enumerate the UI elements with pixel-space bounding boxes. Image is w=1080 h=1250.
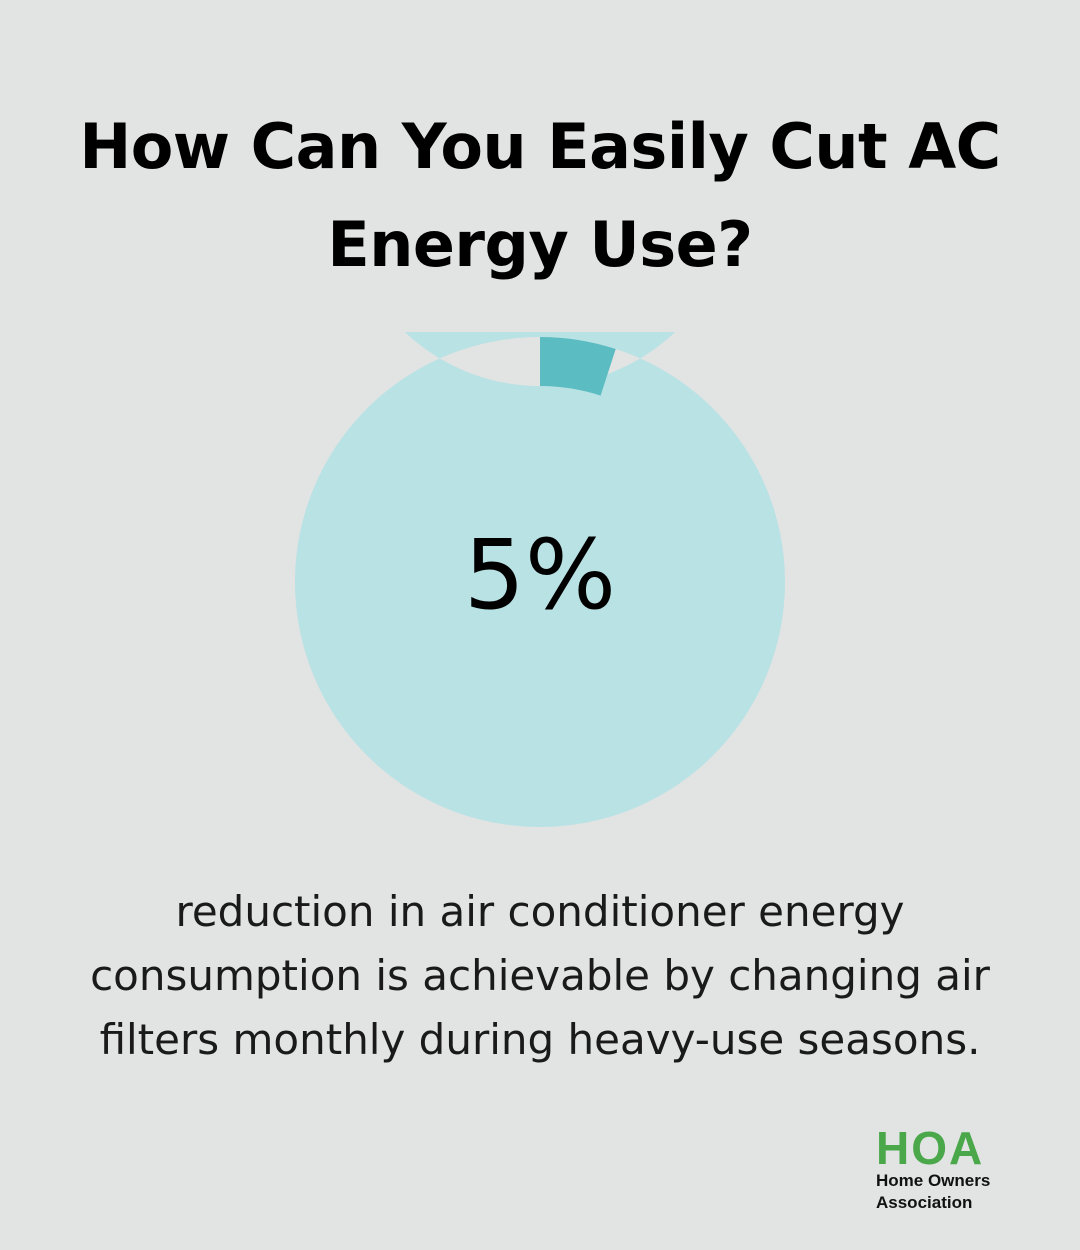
description-text: reduction in air conditioner energy cons… [90,887,990,1064]
logo-line-1: Home Owners [876,1171,991,1190]
hoa-logo: HOA Home Owners Association [876,1122,1056,1214]
logo-line-2: Association [876,1193,973,1212]
donut-track [295,332,785,827]
logo-mark: HOA [876,1122,985,1174]
infographic-title: How Can You Easily Cut AC Energy Use? [79,110,1001,281]
percentage-value: 5% [463,519,617,631]
donut-chart-svg [295,332,785,827]
donut-slice-value [540,337,616,396]
donut-chart [290,332,790,832]
